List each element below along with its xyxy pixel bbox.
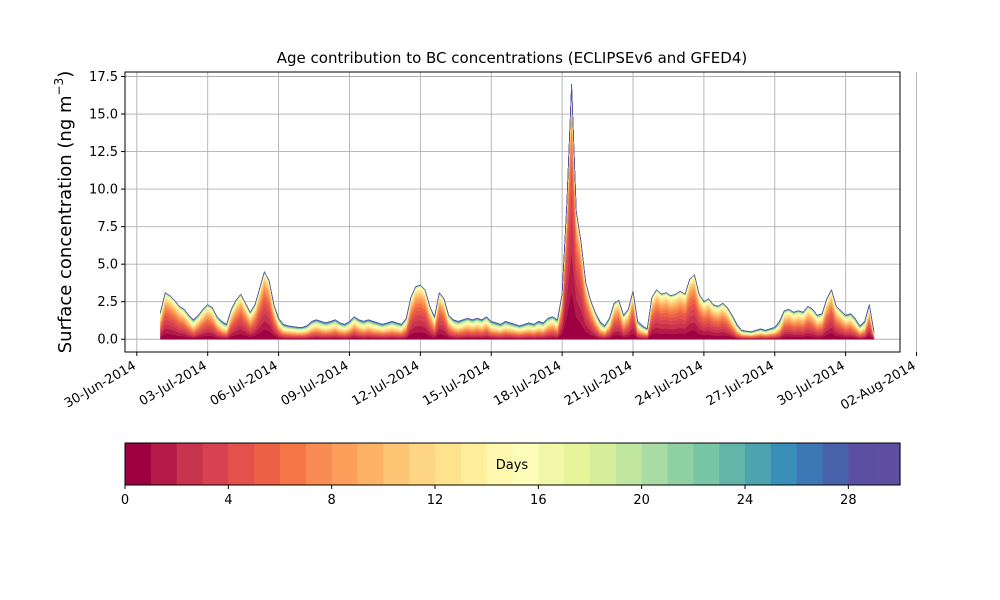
x-tick-label: 03-Jul-2014	[137, 358, 210, 409]
colorbar-swatch	[667, 443, 694, 485]
colorbar-tick-label: 4	[224, 493, 232, 508]
y-tick-label: 7.5	[97, 220, 118, 235]
colorbar-swatch	[228, 443, 255, 485]
y-tick-label: 17.5	[89, 70, 118, 85]
colorbar-tick-label: 16	[530, 493, 547, 508]
y-tick-label: 10.0	[89, 183, 118, 198]
x-tick-label: 21-Jul-2014	[562, 358, 635, 409]
colorbar-swatch	[590, 443, 617, 485]
colorbar-swatch	[125, 443, 152, 485]
colorbar-swatch	[848, 443, 875, 485]
colorbar-tick-label: 0	[121, 493, 129, 508]
colorbar-swatch	[460, 443, 488, 485]
colorbar-swatch	[538, 443, 565, 485]
colorbar-tick-label: 12	[427, 493, 444, 508]
colorbar-swatch	[435, 443, 462, 485]
y-tick-label: 0.0	[97, 333, 118, 348]
x-tick-label: 15-Jul-2014	[420, 358, 493, 409]
colorbar-swatch	[202, 443, 229, 485]
colorbar-swatch	[409, 443, 436, 485]
y-axis-label-close: )	[55, 71, 76, 78]
x-tick-label: 24-Jul-2014	[633, 358, 706, 409]
x-tick-label: 09-Jul-2014	[279, 358, 352, 409]
colorbar-swatch	[822, 443, 849, 485]
colorbar-swatch	[719, 443, 746, 485]
x-tick-label: 30-Jun-2014	[62, 358, 139, 411]
colorbar-tick-label: 24	[737, 493, 754, 508]
colorbar-swatch	[305, 443, 333, 485]
plot-frame	[124, 71, 901, 353]
age-band-area-29-days	[160, 83, 875, 332]
stacked-age-areas	[160, 83, 875, 340]
y-axis-label: Surface concentration (ng m−3)	[52, 71, 76, 354]
colorbar-tick-label: 28	[840, 493, 857, 508]
colorbar-swatch	[357, 443, 384, 485]
y-tick-label: 5.0	[97, 258, 118, 273]
y-axis-label-main: Surface concentration (ng m	[55, 95, 76, 353]
colorbar-swatch	[280, 443, 307, 485]
colorbar-label: Days	[496, 458, 529, 473]
colorbar-swatch	[150, 443, 178, 485]
x-tick-label: 18-Jul-2014	[491, 358, 564, 409]
colorbar-swatch	[564, 443, 591, 485]
chart-title: Age contribution to BC concentrations (E…	[277, 49, 748, 67]
x-tick-label: 02-Aug-2014	[838, 358, 918, 413]
colorbar-swatch	[874, 443, 901, 485]
grid-lines	[125, 72, 917, 352]
y-tick-label: 2.5	[97, 295, 118, 310]
y-tick-label: 12.5	[89, 145, 118, 160]
x-tick-label: 06-Jul-2014	[208, 358, 281, 409]
x-tick-label: 30-Jul-2014	[775, 358, 848, 409]
colorbar-swatch	[693, 443, 720, 485]
y-axis: 0.0 2.5 5.0 7.5 10.0 12.5 15.0 17.5	[89, 70, 125, 348]
colorbar-frame	[124, 442, 901, 486]
x-tick-label: 12-Jul-2014	[350, 358, 423, 409]
colorbar-swatch	[615, 443, 643, 485]
colorbar-swatch	[331, 443, 359, 485]
colorbar: 0 4 8 12 16 20 24 28	[121, 443, 901, 508]
colorbar-swatch	[745, 443, 772, 485]
colorbar-swatch	[770, 443, 798, 485]
colorbar-swatch	[512, 443, 539, 485]
colorbar-swatch	[254, 443, 281, 485]
x-axis: 30-Jun-201403-Jul-201406-Jul-201409-Jul-…	[62, 352, 919, 414]
colorbar-swatch	[176, 443, 204, 485]
colorbar-tick-label: 20	[633, 493, 650, 508]
colorbar-swatch	[796, 443, 824, 485]
y-axis-label-exponent: −3	[52, 78, 66, 96]
colorbar-tick-label: 8	[328, 493, 336, 508]
colorbar-swatch	[486, 443, 514, 485]
colorbar-swatch	[641, 443, 669, 485]
x-tick-label: 27-Jul-2014	[704, 358, 777, 409]
colorbar-swatch	[383, 443, 410, 485]
y-tick-label: 15.0	[89, 108, 118, 123]
